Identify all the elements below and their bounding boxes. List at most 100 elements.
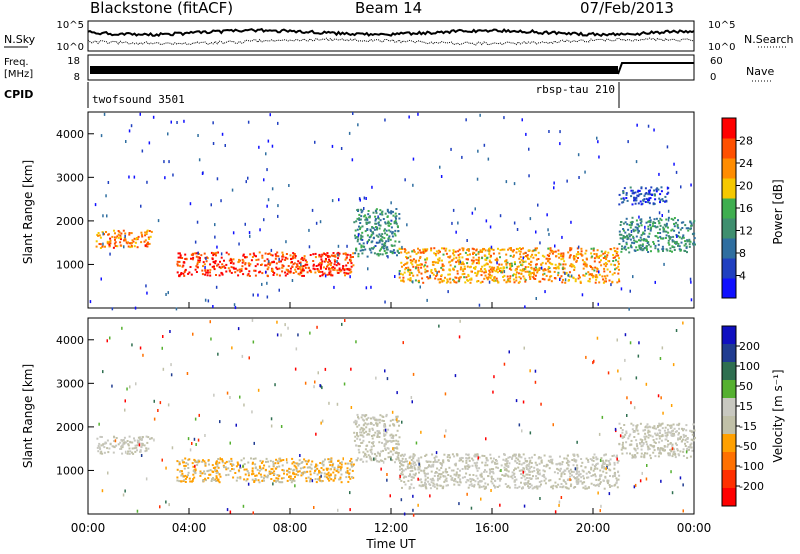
velocity-cell — [682, 429, 685, 432]
velocity-cell — [370, 421, 372, 424]
velocity-cell — [384, 457, 387, 460]
velocity-cell — [613, 475, 616, 477]
velocity-cell — [179, 470, 182, 473]
power-cell — [437, 258, 439, 261]
velocity-cell — [653, 425, 656, 428]
velocity-cell — [357, 435, 360, 438]
freq-panel-frame — [87, 54, 695, 81]
power-cell — [637, 195, 640, 198]
velocity-cell — [100, 450, 103, 453]
velocity-cell — [470, 483, 473, 486]
power-cell — [363, 245, 366, 248]
velocity-cell — [371, 441, 374, 444]
power-cell — [355, 247, 358, 250]
power-cell — [376, 253, 379, 256]
velocity-cell — [410, 479, 413, 481]
velocity-cell — [491, 470, 494, 473]
velocity-cell — [251, 462, 254, 465]
power-cell — [221, 263, 224, 266]
power-cell — [661, 214, 663, 217]
power-cell — [403, 248, 406, 251]
velocity-cell — [425, 467, 428, 470]
power-cell — [305, 261, 308, 263]
velocity-cell — [212, 477, 214, 479]
velocity-cell — [660, 479, 662, 483]
power-colorbar-tick-label: 4 — [739, 270, 746, 283]
velocity-cell — [477, 458, 480, 461]
velocity-cell — [684, 445, 687, 447]
velocity-cell — [534, 380, 537, 384]
velocity-cell — [176, 460, 179, 463]
velocity-cell — [647, 446, 650, 449]
velocity-cell — [311, 479, 314, 483]
velocity-cell — [373, 457, 375, 461]
velocity-cell — [128, 435, 131, 438]
power-cell — [493, 276, 496, 279]
power-cell — [548, 232, 550, 236]
power-cell — [667, 226, 669, 229]
power-cell — [347, 267, 350, 270]
velocity-cell — [307, 476, 310, 479]
velocity-cell — [338, 478, 341, 481]
power-cell — [488, 250, 491, 253]
power-cell — [212, 254, 215, 257]
velocity-cell — [412, 508, 414, 512]
velocity-cell — [568, 460, 571, 463]
velocity-cell — [219, 457, 221, 461]
power-cell — [497, 266, 500, 269]
power-cell — [379, 238, 382, 241]
velocity-cell — [243, 403, 245, 407]
power-cell — [203, 263, 206, 266]
power-cell — [476, 280, 479, 283]
power-cell — [474, 265, 477, 268]
power-cell — [564, 271, 566, 275]
power-cell — [157, 219, 160, 223]
velocity-cell — [489, 457, 492, 460]
velocity-cell — [360, 416, 363, 419]
power-cell — [433, 260, 436, 263]
power-cell — [304, 259, 307, 262]
velocity-cell — [298, 470, 301, 473]
power-cell — [681, 227, 684, 229]
velocity-cell — [635, 428, 638, 431]
velocity-cell — [625, 452, 628, 455]
velocity-cell — [558, 478, 561, 481]
power-cell — [560, 258, 563, 261]
power-cell — [108, 241, 111, 244]
velocity-cell — [383, 443, 386, 446]
power-cell — [652, 225, 654, 228]
velocity-cell — [432, 484, 435, 487]
velocity-cell — [262, 477, 265, 480]
velocity-cell — [647, 431, 650, 434]
power-cell — [570, 248, 573, 251]
power-cell — [544, 262, 547, 265]
power-cell — [163, 160, 165, 164]
velocity-cell — [384, 433, 387, 436]
velocity-cell — [358, 424, 361, 427]
velocity-cell — [493, 461, 496, 464]
power-cell — [591, 268, 594, 271]
power-cell — [210, 203, 212, 207]
power-cell — [381, 236, 384, 239]
velocity-cell — [226, 391, 229, 395]
velocity-cell — [474, 464, 477, 467]
power-cell — [230, 260, 233, 263]
velocity-cell — [579, 480, 582, 483]
power-cell — [655, 217, 658, 220]
power-cell — [619, 237, 622, 240]
velocity-cell — [428, 464, 430, 467]
velocity-cell — [329, 464, 332, 467]
power-cell — [557, 252, 560, 255]
power-cell — [421, 277, 424, 280]
power-cell — [98, 243, 101, 245]
power-cell — [147, 236, 150, 239]
velocity-cell — [117, 443, 120, 446]
velocity-cell — [392, 424, 395, 426]
power-cell — [300, 268, 302, 271]
velocity-cell — [521, 469, 524, 472]
power-cell — [387, 222, 389, 225]
velocity-cell — [458, 335, 461, 339]
power-cell — [259, 228, 261, 232]
power-cell — [457, 250, 460, 253]
